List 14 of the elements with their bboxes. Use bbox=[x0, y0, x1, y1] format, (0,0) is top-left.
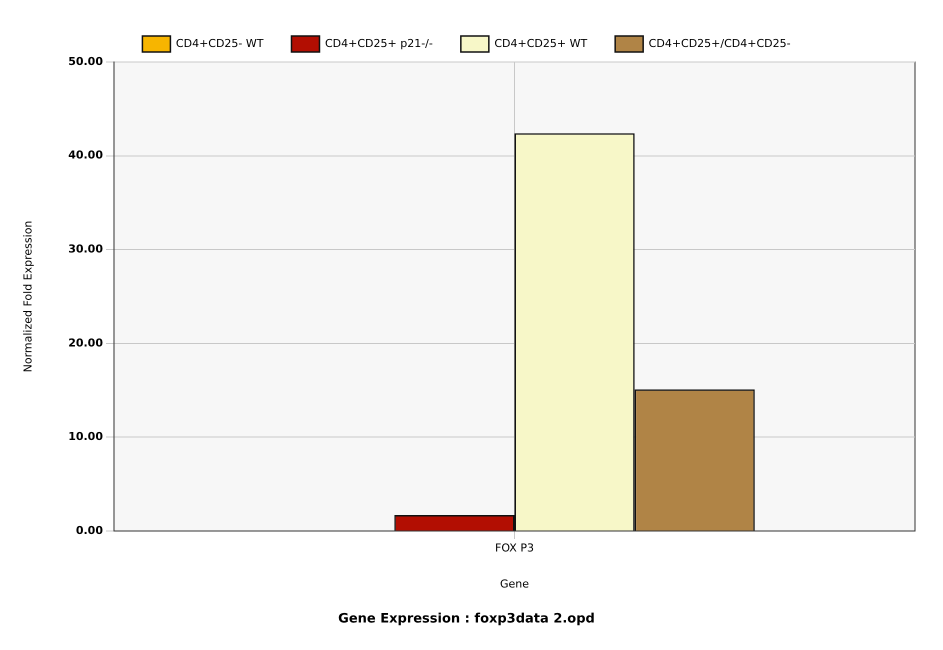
text: Gene Expression : foxp3data 2.opd bbox=[338, 612, 595, 627]
y-tick-label: 0.00 bbox=[76, 524, 104, 537]
y-axis-title: Normalized Fold Expression bbox=[21, 220, 34, 372]
x-axis-title: Gene bbox=[500, 578, 530, 591]
legend-label: CD4+CD25+/CD4+CD25- bbox=[648, 36, 791, 50]
legend-label: CD4+CD25+ p21-/- bbox=[324, 36, 433, 50]
y-tick-label: 40.00 bbox=[68, 148, 104, 162]
y-tick-label: 50.00 bbox=[68, 54, 104, 68]
y-tick-label: 30.00 bbox=[68, 242, 104, 256]
y-tick-label: 20.00 bbox=[68, 336, 104, 350]
legend-label: CD4+CD25- WT bbox=[176, 36, 264, 50]
legend-label: CD4+CD25+ WT bbox=[494, 36, 588, 50]
x-tick-label: FOX P3 bbox=[495, 541, 534, 554]
y-tick-label: 10.00 bbox=[68, 430, 104, 444]
